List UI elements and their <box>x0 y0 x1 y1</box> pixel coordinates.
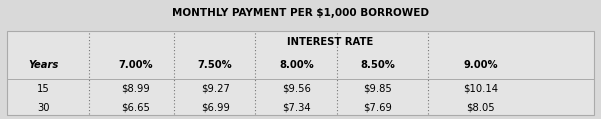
Text: $8.99: $8.99 <box>121 84 150 94</box>
Text: MONTHLY PAYMENT PER $1,000 BORROWED: MONTHLY PAYMENT PER $1,000 BORROWED <box>172 8 429 18</box>
Text: 30: 30 <box>37 103 49 113</box>
FancyBboxPatch shape <box>7 31 594 115</box>
Text: $7.69: $7.69 <box>363 103 392 113</box>
Text: $6.65: $6.65 <box>121 103 150 113</box>
Text: $8.05: $8.05 <box>466 103 495 113</box>
Text: 8.00%: 8.00% <box>279 60 314 70</box>
Text: $10.14: $10.14 <box>463 84 498 94</box>
Text: $9.85: $9.85 <box>363 84 392 94</box>
Text: $7.34: $7.34 <box>282 103 311 113</box>
Text: $6.99: $6.99 <box>201 103 230 113</box>
Text: $9.27: $9.27 <box>201 84 230 94</box>
Text: Years: Years <box>28 60 58 70</box>
Text: 7.00%: 7.00% <box>118 60 153 70</box>
Text: $9.56: $9.56 <box>282 84 311 94</box>
Text: INTEREST RATE: INTEREST RATE <box>287 37 374 47</box>
Text: 15: 15 <box>37 84 50 94</box>
Text: 7.50%: 7.50% <box>198 60 233 70</box>
Text: 9.00%: 9.00% <box>463 60 498 70</box>
Text: 8.50%: 8.50% <box>360 60 395 70</box>
